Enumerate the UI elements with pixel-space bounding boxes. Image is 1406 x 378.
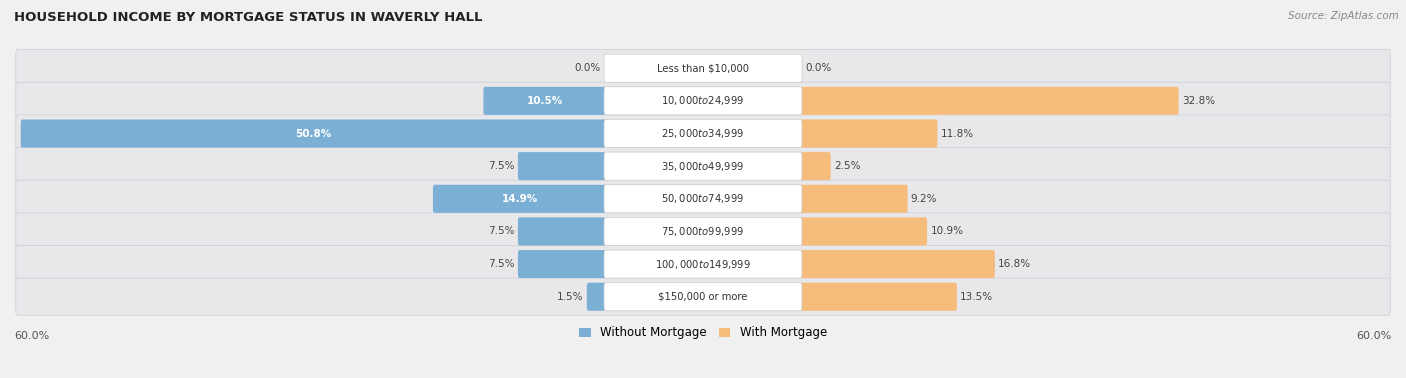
FancyBboxPatch shape	[21, 119, 607, 147]
FancyBboxPatch shape	[586, 283, 607, 311]
Text: 2.5%: 2.5%	[834, 161, 860, 171]
FancyBboxPatch shape	[15, 82, 1391, 119]
FancyBboxPatch shape	[799, 152, 831, 180]
Text: 32.8%: 32.8%	[1182, 96, 1215, 106]
Text: $25,000 to $34,999: $25,000 to $34,999	[661, 127, 745, 140]
Text: 7.5%: 7.5%	[488, 226, 515, 237]
FancyBboxPatch shape	[799, 217, 927, 245]
FancyBboxPatch shape	[15, 50, 1391, 87]
FancyBboxPatch shape	[15, 180, 1391, 217]
Text: 7.5%: 7.5%	[488, 161, 515, 171]
Text: $100,000 to $149,999: $100,000 to $149,999	[655, 257, 751, 271]
FancyBboxPatch shape	[15, 115, 1391, 152]
FancyBboxPatch shape	[799, 185, 908, 213]
Text: 14.9%: 14.9%	[502, 194, 538, 204]
Text: $75,000 to $99,999: $75,000 to $99,999	[661, 225, 745, 238]
FancyBboxPatch shape	[517, 217, 607, 245]
FancyBboxPatch shape	[484, 87, 607, 115]
FancyBboxPatch shape	[799, 250, 995, 278]
FancyBboxPatch shape	[15, 213, 1391, 250]
Text: Source: ZipAtlas.com: Source: ZipAtlas.com	[1288, 11, 1399, 21]
Text: $50,000 to $74,999: $50,000 to $74,999	[661, 192, 745, 205]
FancyBboxPatch shape	[799, 119, 938, 147]
FancyBboxPatch shape	[433, 185, 607, 213]
FancyBboxPatch shape	[517, 250, 607, 278]
Text: 60.0%: 60.0%	[1357, 331, 1392, 341]
FancyBboxPatch shape	[605, 185, 801, 213]
FancyBboxPatch shape	[605, 119, 801, 147]
FancyBboxPatch shape	[799, 283, 957, 311]
Text: 10.5%: 10.5%	[527, 96, 564, 106]
Text: 0.0%: 0.0%	[806, 63, 831, 73]
FancyBboxPatch shape	[605, 217, 801, 245]
Text: HOUSEHOLD INCOME BY MORTGAGE STATUS IN WAVERLY HALL: HOUSEHOLD INCOME BY MORTGAGE STATUS IN W…	[14, 11, 482, 24]
FancyBboxPatch shape	[605, 283, 801, 311]
Text: 0.0%: 0.0%	[575, 63, 600, 73]
Legend: Without Mortgage, With Mortgage: Without Mortgage, With Mortgage	[574, 322, 832, 344]
FancyBboxPatch shape	[799, 87, 1178, 115]
FancyBboxPatch shape	[15, 147, 1391, 185]
Text: 50.8%: 50.8%	[295, 129, 332, 138]
FancyBboxPatch shape	[605, 152, 801, 180]
Text: $10,000 to $24,999: $10,000 to $24,999	[661, 94, 745, 107]
FancyBboxPatch shape	[605, 250, 801, 278]
FancyBboxPatch shape	[605, 87, 801, 115]
Text: $150,000 or more: $150,000 or more	[658, 292, 748, 302]
FancyBboxPatch shape	[517, 152, 607, 180]
Text: 60.0%: 60.0%	[14, 331, 49, 341]
Text: 7.5%: 7.5%	[488, 259, 515, 269]
Text: 1.5%: 1.5%	[557, 292, 583, 302]
Text: 13.5%: 13.5%	[960, 292, 993, 302]
Text: 10.9%: 10.9%	[931, 226, 963, 237]
Text: $35,000 to $49,999: $35,000 to $49,999	[661, 160, 745, 173]
Text: 16.8%: 16.8%	[998, 259, 1031, 269]
Text: 9.2%: 9.2%	[911, 194, 938, 204]
Text: Less than $10,000: Less than $10,000	[657, 63, 749, 73]
FancyBboxPatch shape	[15, 245, 1391, 283]
FancyBboxPatch shape	[605, 54, 801, 82]
Text: 11.8%: 11.8%	[941, 129, 974, 138]
FancyBboxPatch shape	[15, 278, 1391, 315]
